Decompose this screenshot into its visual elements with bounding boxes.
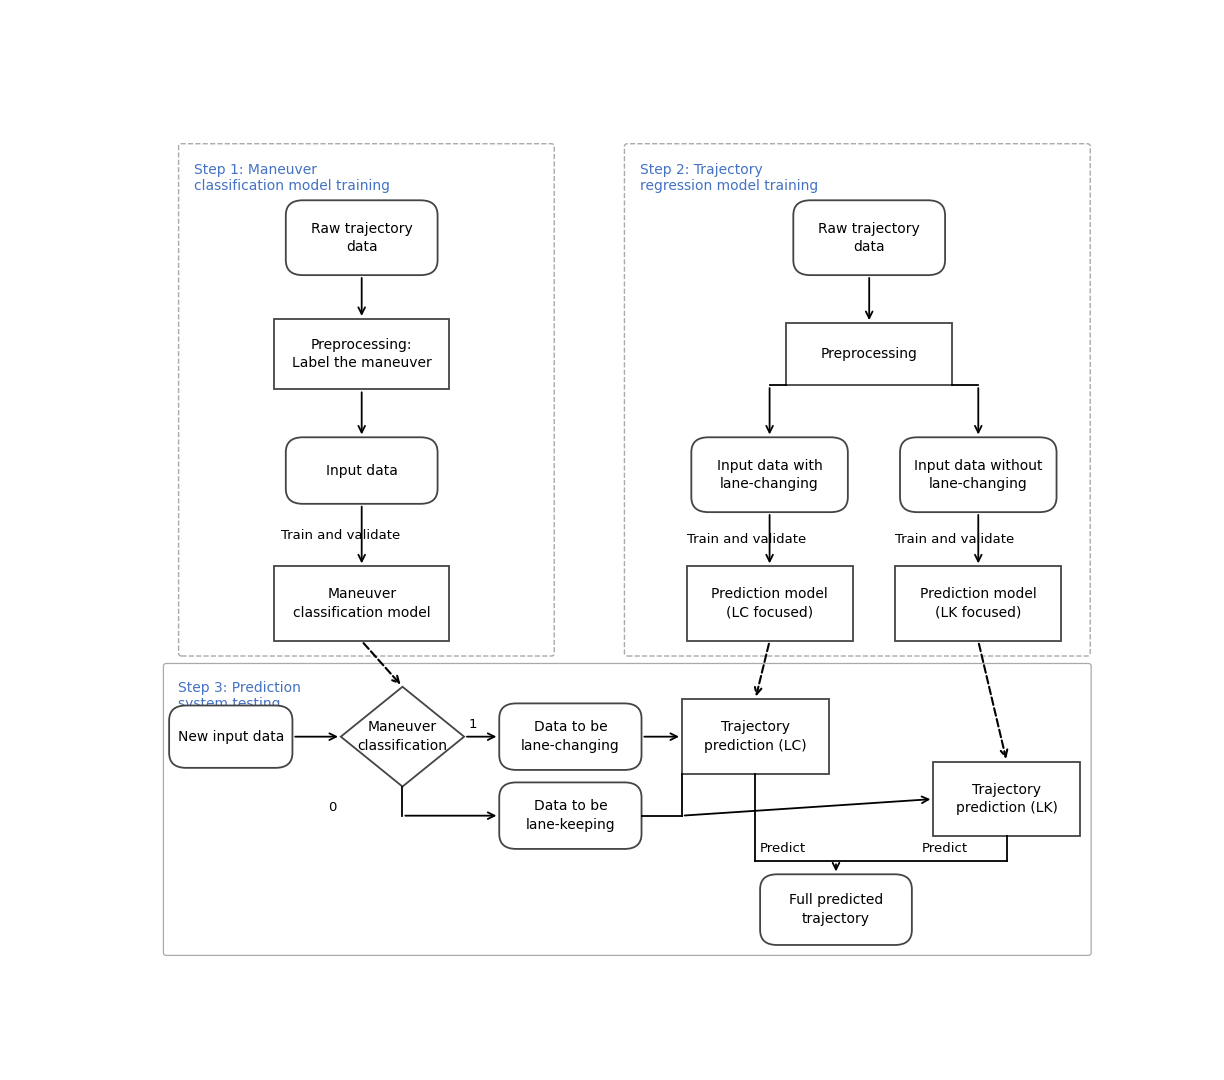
Bar	[933, 761, 1081, 836]
Bar	[895, 566, 1061, 642]
Text: Train and validate: Train and validate	[282, 528, 400, 541]
Text: New input data: New input data	[177, 730, 284, 744]
Text: Maneuver
classification: Maneuver classification	[357, 720, 448, 753]
Text: Preprocessing: Preprocessing	[821, 347, 918, 361]
Text: Maneuver
classification model: Maneuver classification model	[293, 588, 431, 620]
FancyBboxPatch shape	[760, 875, 912, 945]
Bar	[682, 699, 829, 774]
Text: Prediction model
(LK focused): Prediction model (LK focused)	[920, 588, 1037, 620]
Text: Prediction model
(LC focused): Prediction model (LC focused)	[711, 588, 827, 620]
FancyBboxPatch shape	[169, 705, 293, 768]
Text: Input data with
lane-changing: Input data with lane-changing	[717, 459, 823, 491]
Text: Step 3: Prediction
system testing: Step 3: Prediction system testing	[177, 681, 301, 711]
Text: Train and validate: Train and validate	[687, 532, 805, 545]
Text: Step 1: Maneuver
classification model training: Step 1: Maneuver classification model tr…	[193, 163, 389, 193]
Polygon shape	[340, 687, 464, 786]
Text: Data to be
lane-changing: Data to be lane-changing	[521, 720, 619, 753]
Bar	[687, 566, 853, 642]
Text: Trajectory
prediction (LC): Trajectory prediction (LC)	[704, 720, 807, 753]
FancyBboxPatch shape	[793, 200, 945, 275]
Bar	[274, 566, 449, 642]
Text: Input data: Input data	[326, 463, 398, 477]
Text: Input data without
lane-changing: Input data without lane-changing	[914, 459, 1043, 491]
Bar	[786, 323, 952, 386]
FancyBboxPatch shape	[499, 703, 641, 770]
Text: Predict: Predict	[760, 842, 807, 855]
Text: Trajectory
prediction (LK): Trajectory prediction (LK)	[956, 783, 1058, 815]
Text: Raw trajectory
data: Raw trajectory data	[311, 221, 412, 254]
Text: 0: 0	[328, 801, 337, 814]
FancyBboxPatch shape	[900, 437, 1056, 512]
Bar	[274, 319, 449, 390]
Text: Data to be
lane-keeping: Data to be lane-keeping	[525, 799, 616, 832]
Text: Train and validate: Train and validate	[895, 532, 1015, 545]
Text: 1: 1	[469, 718, 477, 731]
FancyBboxPatch shape	[286, 200, 438, 275]
FancyBboxPatch shape	[692, 437, 848, 512]
Text: Raw trajectory
data: Raw trajectory data	[819, 221, 920, 254]
FancyBboxPatch shape	[499, 782, 641, 849]
FancyBboxPatch shape	[286, 437, 438, 503]
Text: Step 2: Trajectory
regression model training: Step 2: Trajectory regression model trai…	[640, 163, 818, 193]
Text: Full predicted
trajectory: Full predicted trajectory	[788, 893, 884, 926]
Text: Predict: Predict	[922, 842, 967, 855]
Text: Preprocessing:
Label the maneuver: Preprocessing: Label the maneuver	[291, 338, 432, 370]
